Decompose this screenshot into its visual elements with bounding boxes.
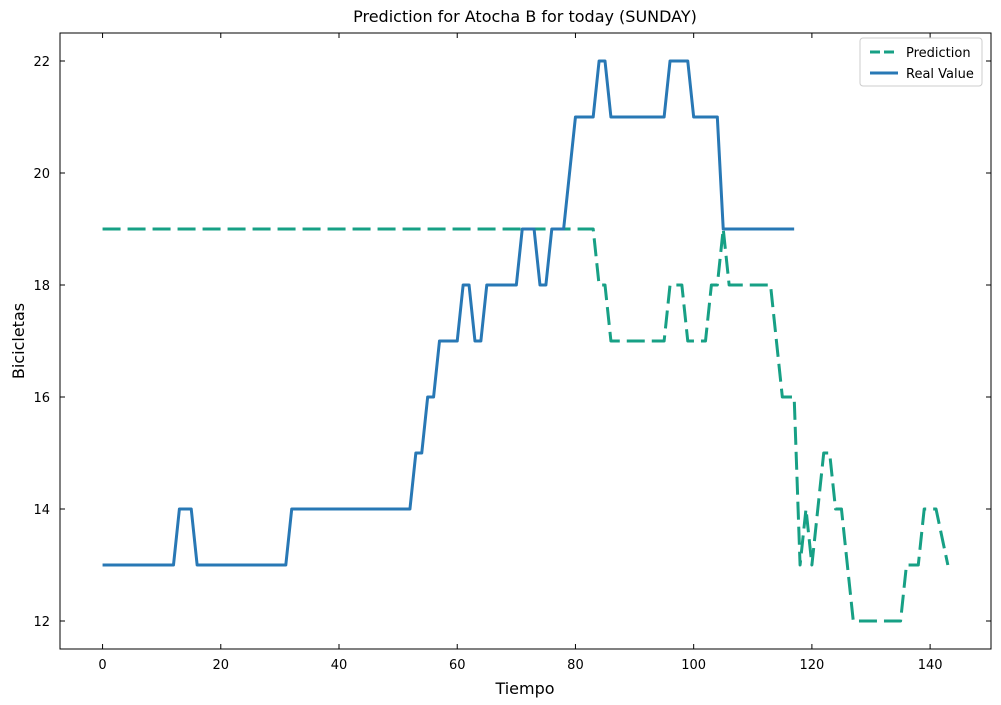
y-tick-label: 18 bbox=[33, 279, 50, 294]
x-tick-label: 20 bbox=[213, 658, 230, 673]
x-tick-label: 80 bbox=[567, 658, 584, 673]
x-tick-label: 0 bbox=[98, 658, 106, 673]
x-tick-label: 40 bbox=[331, 658, 348, 673]
x-tick-label: 140 bbox=[918, 658, 943, 673]
legend-label: Prediction bbox=[906, 46, 971, 61]
legend-label: Real Value bbox=[906, 67, 974, 82]
plot-background bbox=[60, 33, 991, 649]
series-line-prediction bbox=[102, 227, 950, 623]
x-tick-label: 100 bbox=[681, 658, 706, 673]
x-tick-label: 120 bbox=[799, 658, 824, 673]
legend: Prediction Real Value bbox=[859, 37, 983, 87]
y-tick-label: 20 bbox=[33, 167, 50, 182]
x-axis-label: Tiempo bbox=[494, 679, 554, 698]
x-tick-label: 60 bbox=[449, 658, 466, 673]
y-tick-label: 12 bbox=[33, 615, 50, 630]
y-tick-label: 22 bbox=[33, 55, 50, 70]
y-axis-label: Bicicletas bbox=[9, 303, 28, 379]
chart-title: Prediction for Atocha B for today (SUNDA… bbox=[353, 7, 697, 26]
series-line-real-value bbox=[102, 59, 795, 567]
y-tick-label: 14 bbox=[33, 503, 50, 518]
plot-frame bbox=[59, 32, 992, 650]
y-tick-label: 16 bbox=[33, 391, 50, 406]
